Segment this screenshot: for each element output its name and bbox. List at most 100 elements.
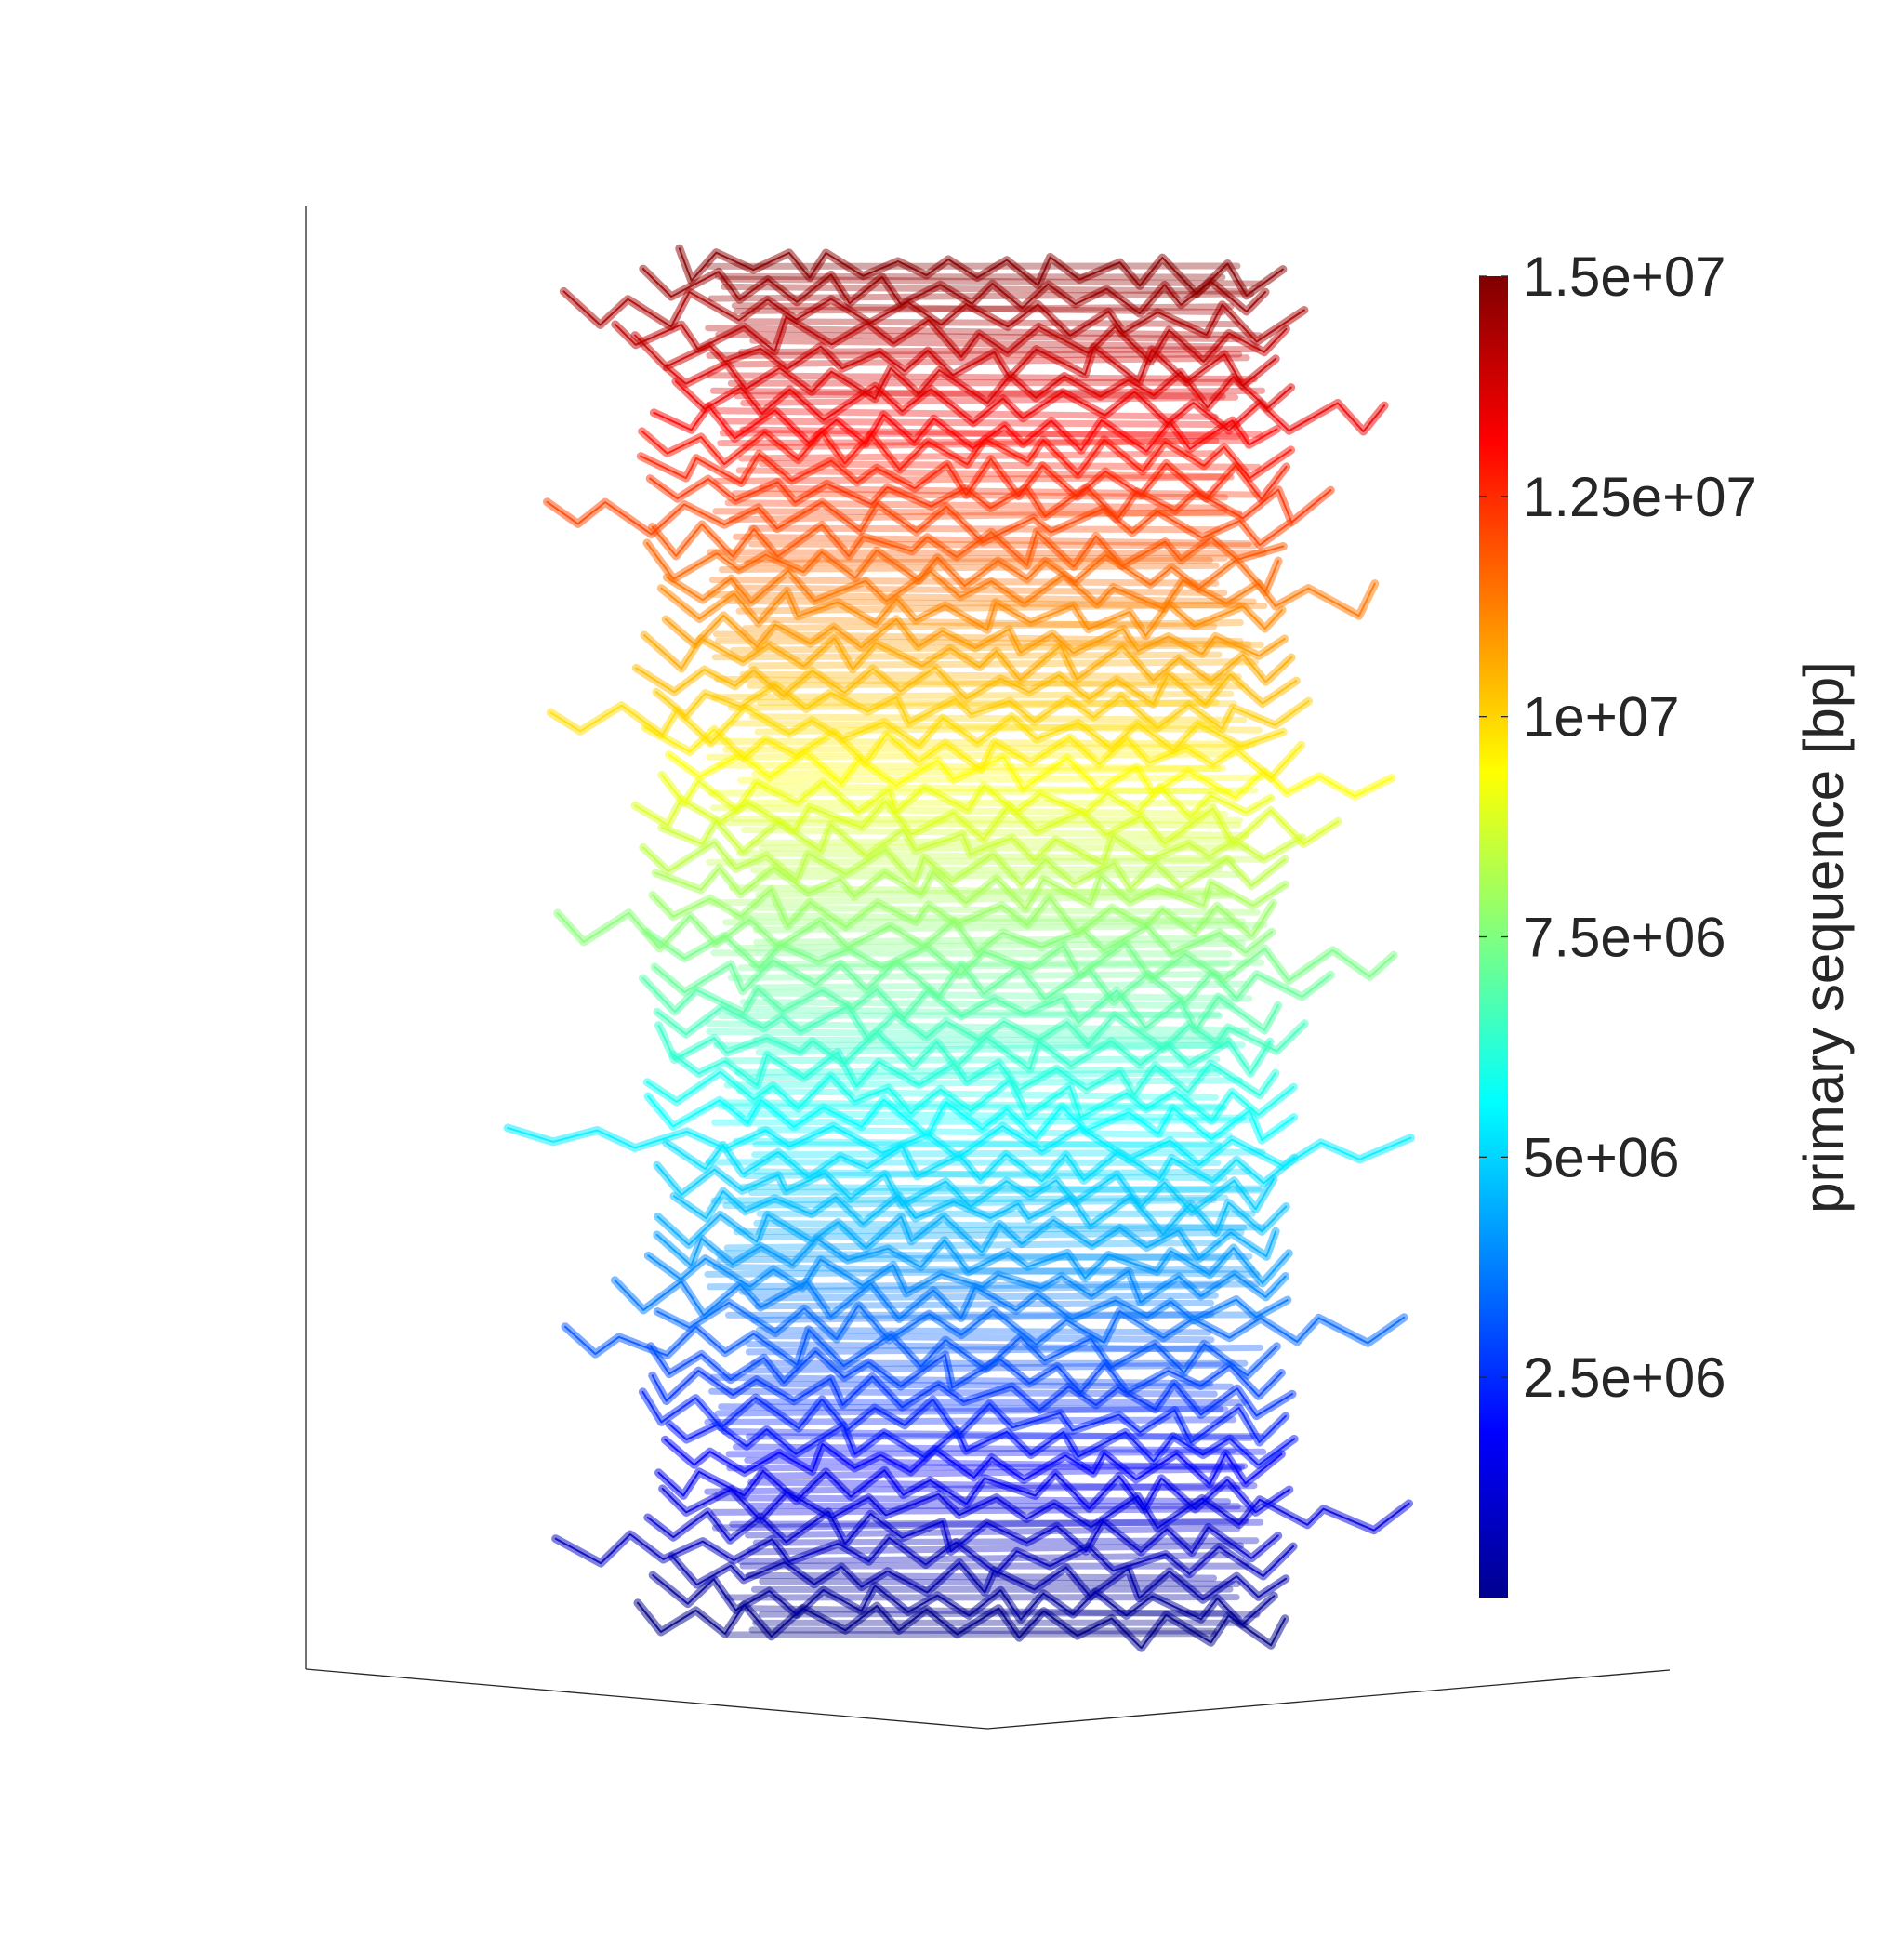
trajectory-segment-core [546,500,1290,547]
trajectory-fill-strand [746,1341,1214,1353]
trajectory-fill-strand [739,999,1235,1010]
trajectory-fill-strand [738,450,1217,462]
trajectory-fill-strand [707,892,1233,907]
trajectory-segment-core [651,523,1285,568]
trajectory-fill-strand [735,601,1243,615]
trajectory-fill-strand [707,590,1257,605]
trajectory-fill-strand [744,1605,1261,1618]
colorbar-tick-label: 1e+07 [1523,686,1680,749]
trajectory-fill-strand [721,819,1242,829]
polymer-trajectory [503,244,1415,1652]
colorbar-label: primary sequence [bp] [1792,661,1855,1213]
trajectory-fill-strand [729,816,1243,824]
trajectory-segment-core [644,726,1302,779]
trajectory-fill-strand [752,1292,1219,1302]
trajectory-fill-strand [728,884,1230,897]
trajectory-fill-strand [731,302,1226,316]
trajectory-fill-strand [721,418,1241,429]
trajectory-fill-strand [723,1239,1222,1252]
trajectory-fill-strand [743,1005,1223,1019]
trajectory-fill-strand [729,720,1263,734]
trajectory-fill-strand [709,804,1228,817]
trajectory-fill-strand [711,1117,1252,1126]
trajectory-fill-strand [705,1020,1250,1034]
trajectory-fill-strand [718,1011,1222,1020]
trajectory-fill-strand [704,1482,1258,1495]
trajectory-fill-strand [729,1518,1264,1528]
trajectory-fill-strand [705,737,1257,748]
trajectory-fill-strand [753,1168,1228,1182]
trajectory-segment-core [660,820,1303,866]
trajectory-fill-strand [748,540,1259,550]
trajectory-segment-core [646,1510,1279,1559]
trajectory-fill-strand [712,1263,1261,1278]
trajectory-fill-strand [734,1066,1218,1076]
trajectory-fill-strand [756,1333,1215,1344]
trajectory-segment-core [664,1439,1283,1486]
trajectory-fill-strand [743,1381,1235,1390]
trajectory-fill-strand [709,1373,1213,1387]
trajectory-segment-core [654,867,1287,910]
axis-floor-left-edge [305,1668,988,1730]
trajectory-fill-strand [724,1630,1217,1638]
trajectory-fill-strand [749,337,1219,351]
trajectory-fill-strand [722,1197,1217,1209]
trajectory-fill-strand [737,774,1266,784]
trajectory-fill-strand [707,372,1259,383]
trajectory-fill-strand [753,935,1251,946]
trajectory-segment-core [635,666,1298,706]
trajectory-fill-strand [706,857,1236,866]
trajectory-segment-core [640,453,1288,500]
trajectory-segment-core [647,1254,1287,1304]
trajectory-fill-strand [706,750,1239,761]
trajectory-fill-strand [713,1494,1231,1505]
trajectory-fill-strand [743,1168,1251,1179]
trajectory-fill-strand [740,393,1239,406]
trajectory-fill-strand [745,1344,1263,1356]
trajectory-segment-core [656,1213,1277,1260]
trajectory-fill-strand [752,1537,1260,1546]
trajectory-fill-strand [739,670,1242,681]
trajectory-fill-strand [749,959,1265,968]
trajectory-fill-strand [751,989,1253,1002]
trajectory-fill-strand [758,1228,1245,1241]
trajectory-segment-core [672,1051,1276,1096]
trajectory-fill-strand [733,1224,1267,1236]
trajectory-segment-core [614,315,1288,363]
trajectory-fill-strand [737,961,1230,972]
trajectory-fill-strand [749,713,1248,723]
trajectory-segment-core [634,334,1277,387]
trajectory-fill-strand [728,509,1227,524]
trajectory-fill-strand [704,1266,1255,1278]
trajectory-fill-strand [712,630,1244,645]
trajectory-segment-core [673,1190,1288,1236]
trajectory-fill-strand [736,1087,1219,1101]
trajectory-fill-strand [744,1456,1246,1471]
trajectory-segment-core [637,1601,1286,1650]
trajectory-segment-core [655,1164,1275,1213]
trajectory-fill-strand [716,762,1222,772]
trajectory-segment-core [641,1390,1287,1444]
trajectory-segment-core [674,380,1386,432]
trajectory-fill-strand [710,690,1235,701]
trajectory-segment-core [678,247,1284,297]
trajectory-segment-core [652,1574,1276,1625]
trajectory-fill-strand [719,430,1263,438]
trajectory-fill-strand [734,387,1266,400]
trajectory-fill-strand [712,508,1243,517]
trajectory-fill-strand [752,922,1268,934]
trajectory-fill-strand [745,1525,1241,1539]
colorbar-tick-label: 1.25e+07 [1523,466,1757,528]
trajectory-segment-core [655,1234,1290,1284]
trajectory-segment-core [614,1279,1289,1321]
trajectory-fill-strand [707,1280,1261,1291]
trajectory-segment-core [656,1301,1406,1346]
trajectory-fill-strand [748,1068,1223,1081]
trajectory-fill-strand [754,722,1218,736]
colorbar: 2.5e+065e+067.5e+061e+071.25e+071.5e+07 … [1479,245,1855,1598]
trajectory-segment-core [657,1469,1290,1514]
trajectory-segment-core [507,1125,1412,1168]
axis-floor-right-edge [986,1669,1671,1730]
trajectory-fill-strand [758,616,1218,630]
trajectory-segment-core [657,1024,1272,1075]
